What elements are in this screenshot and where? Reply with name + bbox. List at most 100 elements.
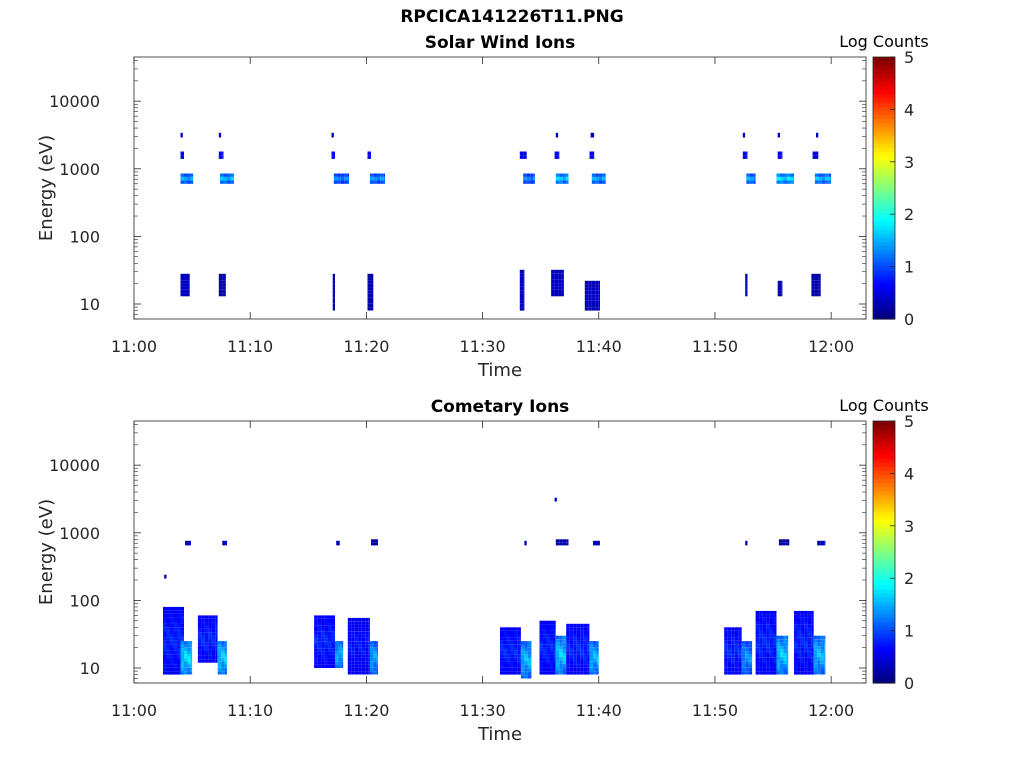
colorbar-segment [873,200,895,205]
data-cell [332,290,335,294]
data-cell [314,648,318,652]
data-cell [361,647,366,652]
data-cell [166,620,170,624]
data-cell [546,657,550,662]
data-cell [201,642,205,646]
data-cell [347,180,349,184]
data-cell [551,293,555,297]
data-cell [365,671,369,675]
data-cell [365,657,369,662]
data-cell [724,647,728,651]
data-cell [373,671,377,675]
data-cell [813,639,818,643]
data-cell [354,657,359,662]
data-cell [217,664,222,668]
data-cell [780,660,784,664]
data-cell [561,283,564,287]
data-cell [507,667,511,672]
data-cell [369,173,374,177]
data-cell [546,637,550,641]
data-cell [373,657,377,662]
data-cell [727,650,732,655]
data-cell [524,644,528,648]
data-cell [794,647,798,652]
data-cell [513,647,518,651]
colorbar-frame [872,420,896,684]
data-cell [328,645,332,649]
data-cell [324,631,329,636]
data-cell [368,641,370,645]
data-cell [777,151,782,156]
data-cell [598,280,600,285]
data-cell [787,667,789,671]
data-cell [358,631,362,635]
data-cell [177,661,181,665]
data-cell [173,644,177,648]
data-cell [507,650,511,655]
colorbar-segment [873,621,895,627]
data-cell [371,539,375,543]
data-cell [546,644,550,648]
data-cell [807,634,812,638]
data-cell [369,651,374,655]
data-cell [731,644,735,648]
colorbar-segment [873,539,895,545]
data-cell [332,307,335,311]
data-cell [787,671,789,675]
data-cell [558,273,562,277]
data-cell [211,615,216,619]
data-cell [820,653,825,657]
data-cell [817,649,821,654]
data-cell [317,635,322,639]
data-cell [197,659,202,663]
data-cell [797,617,801,621]
colorbar-segment [873,216,895,222]
data-cell [223,173,227,177]
data-cell [367,303,371,308]
colorbar-segment [873,642,895,647]
data-cell [595,300,599,304]
colorbar-segment [873,466,895,471]
data-cell [551,289,555,293]
data-cell [539,644,543,648]
data-cell [184,289,188,294]
data-cell [321,628,325,632]
data-cell [163,620,167,624]
data-cell [503,630,507,635]
data-cell [576,654,581,658]
data-cell [358,664,362,668]
data-cell [365,661,369,665]
data-cell [204,622,209,626]
data-cell [551,286,555,290]
data-cell [584,304,589,308]
data-cell [347,667,352,672]
data-cell [507,627,511,631]
data-cell [566,671,570,675]
data-cell [583,664,588,668]
data-cell [776,664,780,668]
data-cell [780,639,784,643]
colorbar-segment [873,163,895,169]
data-cell [543,627,547,631]
data-cell [783,642,787,647]
data-cell [523,290,525,294]
data-cell [598,173,603,177]
y-tick-label: 1000 [59,160,100,179]
data-cell [324,664,329,668]
data-cell [766,610,770,615]
data-cell [331,661,335,665]
data-cell [180,667,184,672]
colorbar-tick-label: 1 [904,258,914,277]
data-cell [187,671,191,675]
data-cell [562,542,567,546]
data-cell [539,664,543,668]
data-cell [331,151,335,156]
data-cell [753,180,756,184]
colorbar-segment [873,613,895,619]
data-cell [573,644,577,648]
data-cell [583,657,588,661]
data-cell [527,644,532,648]
data-cell [794,637,798,642]
data-cell [543,640,547,645]
data-cell [173,640,177,645]
